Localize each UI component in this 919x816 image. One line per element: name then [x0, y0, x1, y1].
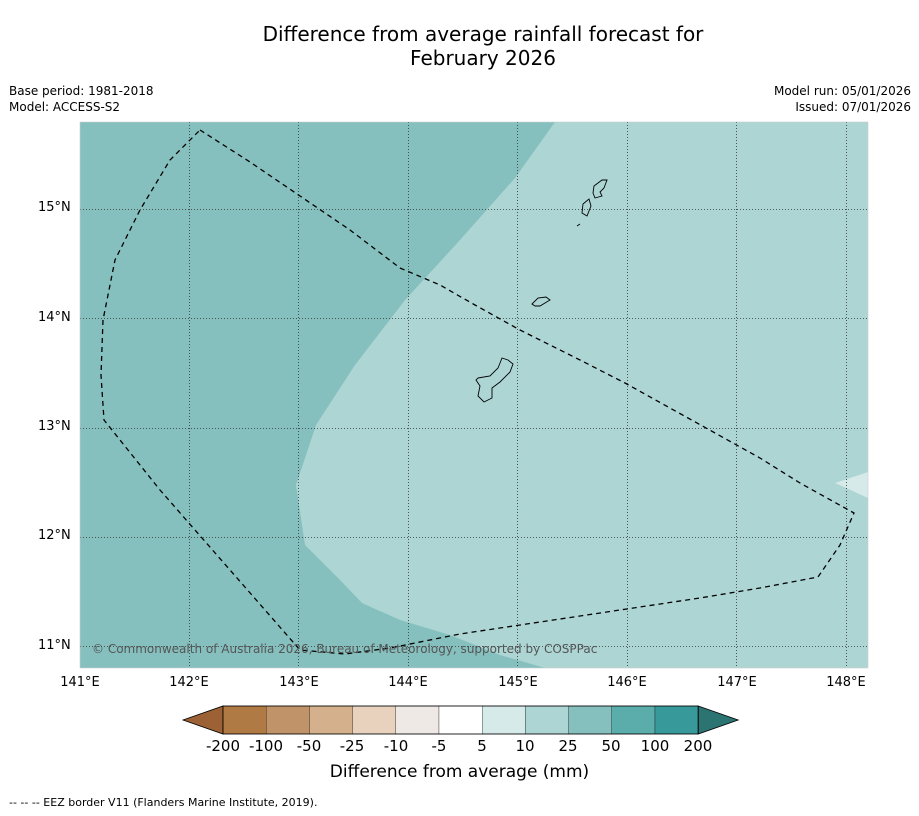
lat-tick-14N: 14°N	[38, 310, 71, 325]
colorbar-swatch	[222, 705, 267, 735]
guam-island	[475, 357, 514, 403]
graticule	[80, 122, 868, 668]
colorbar-extend-high	[697, 705, 740, 735]
title-line-2: February 2026	[410, 46, 556, 70]
colorbar-extend-low	[181, 705, 224, 735]
colorbar-swatch	[395, 705, 440, 735]
region-25-50mm	[296, 122, 868, 668]
saipan-island	[592, 179, 608, 199]
map-frame	[79, 121, 869, 669]
lon-tick-143E: 143°E	[279, 675, 319, 690]
colorbar-swatch	[438, 705, 483, 735]
tinian-island	[581, 198, 592, 217]
meta-left: Base period: 1981-2018 Model: ACCESS-S2	[9, 83, 154, 115]
rainfall-map: © Commonwealth of Australia 2026, Bureau…	[79, 121, 869, 669]
rota-island	[531, 296, 551, 307]
lat-tick-12N: 12°N	[38, 528, 71, 543]
colorbar-title: Difference from average (mm)	[329, 762, 590, 782]
colorbar-label: -50	[296, 737, 322, 755]
model-run: Model run: 05/01/2026	[773, 84, 911, 98]
colorbar-label: -100	[248, 737, 284, 755]
lat-tick-11N: 11°N	[38, 638, 71, 653]
colorbar-swatch	[611, 705, 656, 735]
eez-legend: -- -- -- EEZ border V11 (Flanders Marine…	[9, 796, 318, 809]
chart-title: Difference from average rainfall forecas…	[0, 22, 919, 70]
colorbar-label: 50	[601, 737, 621, 755]
base-period: Base period: 1981-2018	[9, 84, 154, 98]
copyright-text: © Commonwealth of Australia 2026, Bureau…	[92, 642, 597, 656]
colorbar-label: 100	[640, 737, 670, 755]
colorbar-label: 10	[515, 737, 535, 755]
islands	[475, 179, 608, 403]
colorbar-swatch	[352, 705, 396, 735]
colorbar-label: -25	[339, 737, 365, 755]
lon-tick-146E: 146°E	[607, 675, 647, 690]
colorbar-swatch	[525, 705, 569, 735]
colorbar-swatch	[482, 705, 526, 735]
lon-tick-145E: 145°E	[498, 675, 538, 690]
aguijan-island	[576, 223, 581, 227]
colorbar-swatch	[568, 705, 612, 735]
colorbar-label: 200	[683, 737, 713, 755]
lat-tick-13N: 13°N	[38, 419, 71, 434]
meta-right: Model run: 05/01/2026 Issued: 07/01/2026	[774, 83, 911, 115]
model-name: Model: ACCESS-S2	[9, 100, 121, 114]
colorbar-label: -200	[205, 737, 241, 755]
eez-border	[100, 129, 855, 655]
colorbar-swatches	[181, 705, 740, 735]
lat-tick-15N: 15°N	[38, 200, 71, 215]
colorbar-swatch	[309, 705, 353, 735]
issued-date: Issued: 07/01/2026	[795, 100, 911, 114]
colorbar-label: 25	[558, 737, 578, 755]
region-10-25mm	[835, 472, 868, 498]
lon-tick-147E: 147°E	[717, 675, 757, 690]
lon-tick-141E: 141°E	[60, 675, 100, 690]
colorbar-swatch	[266, 705, 310, 735]
lon-tick-144E: 144°E	[388, 675, 428, 690]
lon-tick-142E: 142°E	[169, 675, 209, 690]
colorbar-outline	[222, 705, 699, 735]
title-line-1: Difference from average rainfall forecas…	[262, 22, 704, 46]
colorbar-swatch	[654, 705, 699, 735]
colorbar-label: -10	[383, 737, 409, 755]
colorbar-label: 5	[477, 737, 487, 755]
colorbar-label: -5	[431, 737, 447, 755]
lon-tick-148E: 148°E	[826, 675, 866, 690]
